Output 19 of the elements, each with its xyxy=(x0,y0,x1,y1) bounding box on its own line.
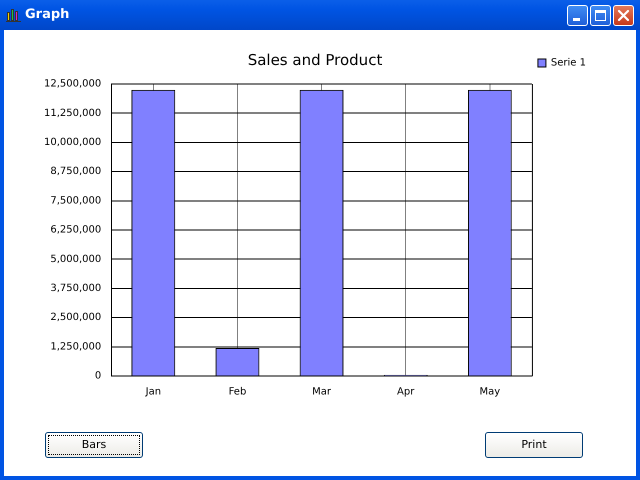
y-tick-label: 10,000,000 xyxy=(44,136,102,148)
y-tick-label: 6,250,000 xyxy=(50,224,102,236)
x-tick-label: Jan xyxy=(144,386,162,398)
y-tick-label: 7,500,000 xyxy=(50,195,102,206)
y-tick-label: 2,500,000 xyxy=(50,312,102,324)
text: Graph xyxy=(25,7,70,22)
y-tick-label: 8,750,000 xyxy=(50,166,102,178)
x-tick-label: May xyxy=(480,386,500,398)
y-tick-label: 5,000,000 xyxy=(50,254,102,265)
y-tick-label: 11,250,000 xyxy=(44,108,102,119)
x-tick-label: Mar xyxy=(312,386,332,398)
y-tick-label: 12,500,000 xyxy=(44,78,102,90)
y-tick-label: 3,750,000 xyxy=(50,282,102,294)
y-tick-label: 1,250,000 xyxy=(50,341,102,352)
legend-label: Serie 1 xyxy=(550,58,586,69)
y-tick-label: 0 xyxy=(94,370,102,382)
chart-title: Sales and Product xyxy=(248,50,382,69)
x-tick-label: Feb xyxy=(228,386,246,398)
x-tick-label: Apr xyxy=(397,386,416,398)
